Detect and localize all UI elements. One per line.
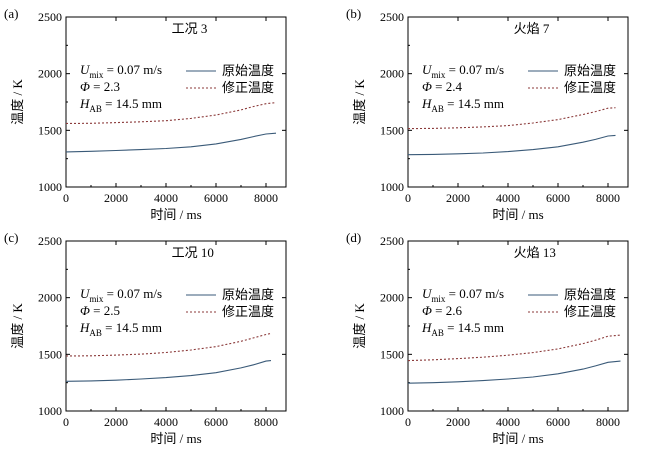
annotation-text: Umix = 0.07 m/s: [422, 62, 504, 80]
annotation-text: Φ = 2.6: [422, 303, 462, 318]
panel-title: 火焰 13: [514, 245, 556, 260]
chart-panel: 0 2000 4000 6000 8000 1000 1500 2000 2500 时间 / ms…: [4, 230, 287, 446]
annotation-text: HAB = 14.5 mm: [79, 320, 162, 338]
y-tick-label: 2500: [38, 10, 62, 24]
series-line-corrected: [407, 334, 621, 362]
y-axis-label: 温度 / K: [10, 303, 25, 349]
x-tick-label: 2000: [446, 191, 470, 205]
y-tick-label: 1500: [38, 123, 62, 137]
y-tick-label: 1000: [380, 404, 404, 418]
plot-frame: [407, 16, 629, 188]
x-tick-label: 2000: [104, 415, 128, 429]
plot-frame: [65, 16, 287, 188]
x-tick-label: 0: [63, 191, 69, 205]
y-tick-label: 1500: [380, 123, 404, 137]
chart-panel: 0 2000 4000 6000 8000 1000 1500 2000 2500 时间 / ms…: [4, 6, 287, 222]
x-tick-label: 0: [405, 415, 411, 429]
legend-label: 原始温度: [564, 63, 616, 78]
y-tick-label: 2500: [380, 234, 404, 248]
y-tick-label: 2500: [380, 10, 404, 24]
legend-label: 原始温度: [564, 287, 616, 302]
annotation-text: HAB = 14.5 mm: [421, 320, 504, 338]
y-tick-label: 2000: [380, 291, 404, 305]
panel-title: 工况 10: [172, 245, 214, 260]
annotation-text: HAB = 14.5 mm: [421, 96, 504, 114]
x-tick-label: 8000: [254, 415, 278, 429]
legend-label: 原始温度: [222, 287, 274, 302]
y-tick-label: 1500: [380, 347, 404, 361]
y-tick-label: 1500: [38, 347, 62, 361]
legend-label: 修正温度: [222, 80, 274, 95]
annotation-text: Umix = 0.07 m/s: [422, 286, 504, 304]
x-tick-label: 2000: [104, 191, 128, 205]
series-line-original: [407, 360, 621, 384]
panel-title: 火焰 7: [514, 21, 550, 36]
x-tick-label: 0: [63, 415, 69, 429]
y-axis-label: 温度 / K: [352, 79, 367, 125]
x-tick-label: 6000: [204, 415, 228, 429]
x-tick-label: 4000: [496, 191, 520, 205]
legend-label: 修正温度: [222, 304, 274, 319]
annotation-text: Umix = 0.07 m/s: [80, 62, 162, 80]
annotation-text: Φ = 2.4: [422, 79, 462, 94]
panel-label: (b): [346, 6, 361, 21]
panel-title: 工况 3: [172, 21, 208, 36]
plot-frame: [65, 240, 287, 412]
series-line-original: [65, 132, 277, 153]
x-axis-label: 时间 / ms: [492, 431, 543, 446]
x-axis-label: 时间 / ms: [492, 207, 543, 222]
x-axis-label: 时间 / ms: [150, 207, 201, 222]
series-line-original: [407, 134, 616, 156]
series-line-corrected: [407, 107, 616, 130]
x-tick-label: 8000: [596, 191, 620, 205]
y-tick-label: 1000: [380, 180, 404, 194]
x-tick-label: 4000: [154, 415, 178, 429]
x-axis-label: 时间 / ms: [150, 431, 201, 446]
series-line-original: [65, 360, 272, 382]
y-axis-label: 温度 / K: [10, 79, 25, 125]
chart-panel: 0 2000 4000 6000 8000 1000 1500 2000 2500 时间 / ms…: [346, 230, 629, 446]
legend-label: 修正温度: [564, 80, 616, 95]
y-tick-label: 2000: [380, 67, 404, 81]
annotation-text: Φ = 2.5: [80, 303, 120, 318]
y-tick-label: 2000: [38, 67, 62, 81]
x-tick-label: 6000: [546, 191, 570, 205]
x-tick-label: 0: [405, 191, 411, 205]
y-tick-label: 2500: [38, 234, 62, 248]
x-tick-label: 8000: [254, 191, 278, 205]
x-tick-label: 4000: [154, 191, 178, 205]
panel-label: (a): [4, 6, 18, 21]
x-tick-label: 6000: [546, 415, 570, 429]
x-tick-label: 2000: [446, 415, 470, 429]
annotation-text: Umix = 0.07 m/s: [80, 286, 162, 304]
series-line-corrected: [65, 102, 277, 125]
legend-label: 原始温度: [222, 63, 274, 78]
annotation-text: Φ = 2.3: [80, 79, 120, 94]
y-axis-label: 温度 / K: [352, 303, 367, 349]
plot-frame: [407, 240, 629, 412]
y-tick-label: 2000: [38, 291, 62, 305]
x-tick-label: 8000: [596, 415, 620, 429]
chart-panel: 0 2000 4000 6000 8000 1000 1500 2000 2500 时间 / ms…: [346, 6, 629, 222]
legend-label: 修正温度: [564, 304, 616, 319]
panel-label: (d): [346, 230, 361, 245]
series-line-corrected: [65, 332, 272, 357]
x-tick-label: 6000: [204, 191, 228, 205]
panel-label: (c): [4, 230, 18, 245]
y-tick-label: 1000: [38, 180, 62, 194]
x-tick-label: 4000: [496, 415, 520, 429]
y-tick-label: 1000: [38, 404, 62, 418]
annotation-text: HAB = 14.5 mm: [79, 96, 162, 114]
